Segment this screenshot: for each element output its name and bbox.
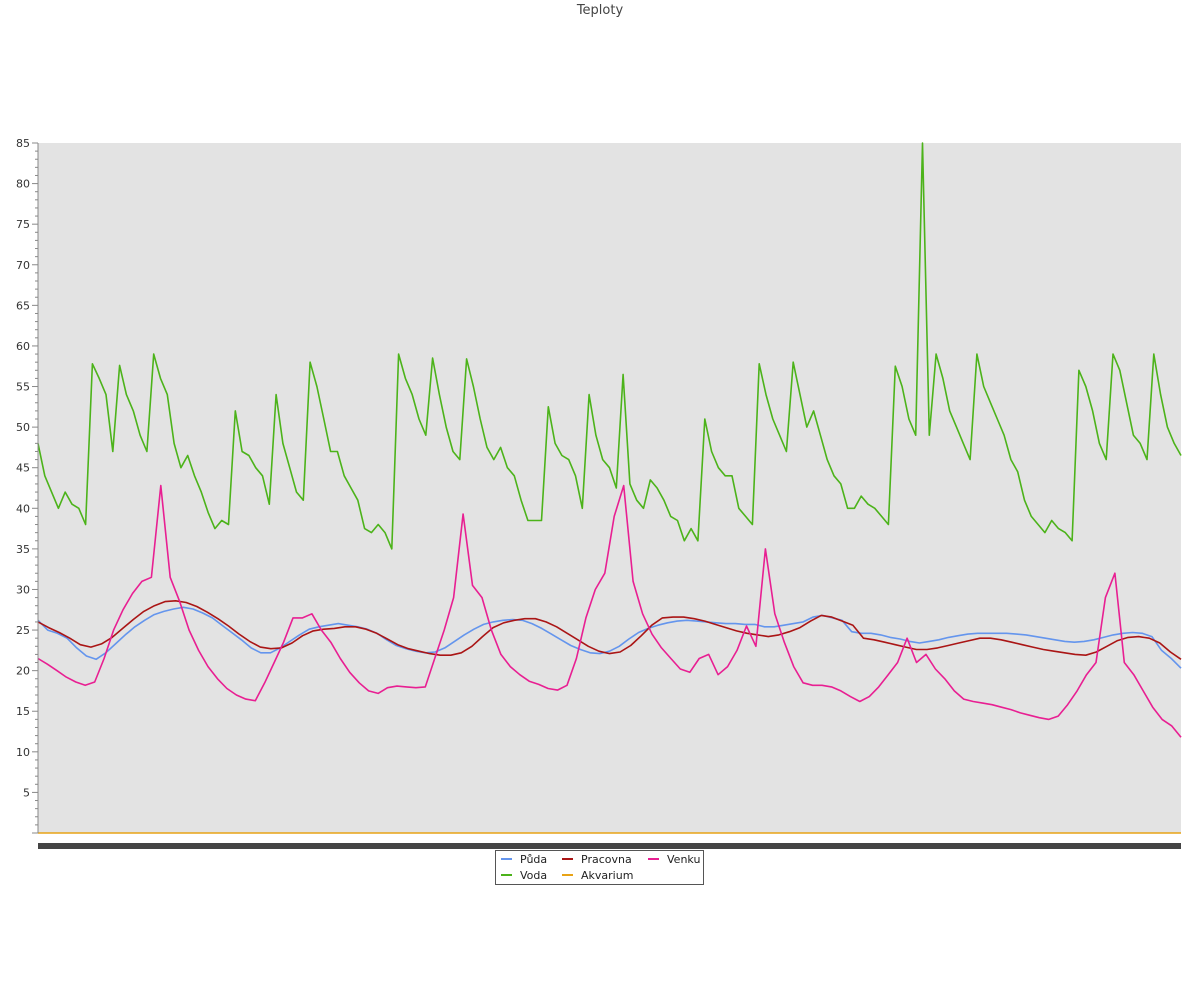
- y-tick-label: 15: [16, 705, 30, 718]
- series-line-voda: [37, 142, 1182, 550]
- series-line-pracovna: [37, 599, 1182, 660]
- legend: Půda Voda Pracovna Akvarium Venku: [495, 850, 704, 885]
- y-tick-label: 55: [16, 381, 30, 394]
- legend-item-pracovna: Pracovna: [562, 853, 632, 867]
- y-tick-label: 10: [16, 746, 30, 759]
- y-tick-label: 45: [16, 462, 30, 475]
- series-line-venku: [37, 484, 1182, 738]
- legend-label-puda: Půda: [520, 853, 548, 866]
- legend-label-akvarium: Akvarium: [581, 869, 634, 882]
- y-tick-label: 70: [16, 259, 30, 272]
- y-tick-label: 20: [16, 665, 30, 678]
- chart-title: Teploty: [576, 3, 624, 18]
- legend-item-puda: Půda: [501, 853, 547, 867]
- y-axis: 5 10 15 20 25 30 35 40 45 50 55 60 65 70 75 80 85: [16, 137, 38, 834]
- legend-label-voda: Voda: [520, 869, 548, 882]
- legend-label-pracovna: Pracovna: [581, 853, 632, 866]
- y-tick-label: 60: [16, 340, 30, 353]
- plot-area: [38, 143, 1181, 833]
- y-tick-label: 50: [16, 421, 30, 434]
- legend-item-venku: Venku: [648, 853, 700, 867]
- legend-swatch-venku: [648, 858, 659, 860]
- y-tick-label: 5: [23, 786, 30, 799]
- y-tick-label: 80: [16, 178, 30, 191]
- y-tick-label: 25: [16, 624, 30, 637]
- legend-swatch-voda: [501, 874, 512, 876]
- legend-item-voda: Voda: [501, 869, 547, 883]
- y-tick-label: 35: [16, 543, 30, 556]
- legend-swatch-akvarium: [562, 874, 573, 876]
- legend-label-venku: Venku: [667, 853, 701, 866]
- y-tick-label: 75: [16, 218, 30, 231]
- legend-swatch-puda: [501, 858, 512, 860]
- y-tick-label: 85: [16, 137, 30, 150]
- y-tick-label: 40: [16, 502, 30, 515]
- x-axis-bar: [38, 843, 1181, 849]
- legend-swatch-pracovna: [562, 858, 573, 860]
- y-tick-label: 30: [16, 583, 30, 596]
- y-tick-label: 65: [16, 299, 30, 312]
- series-layer: [37, 142, 1182, 834]
- series-line-puda: [37, 606, 1182, 669]
- legend-item-akvarium: Akvarium: [562, 869, 633, 883]
